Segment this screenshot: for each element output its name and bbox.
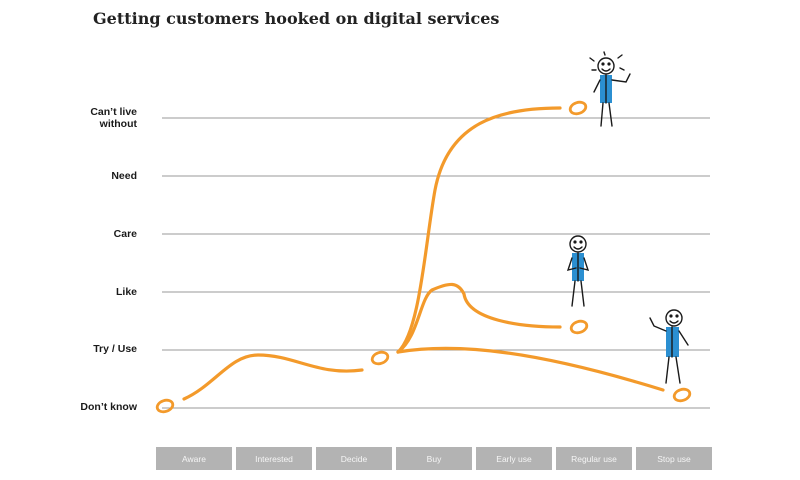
curve-awareness	[182, 353, 364, 401]
stage-aware: Aware	[156, 447, 232, 470]
curve-hooked	[396, 106, 562, 354]
hooked-loop-marker	[568, 100, 588, 116]
start-loop-marker	[155, 398, 175, 414]
level-label-care: Care	[113, 228, 137, 240]
stage-regular-use: Regular use	[556, 447, 632, 470]
ecstatic-figure-icon	[589, 51, 631, 127]
decide-loop-marker	[370, 350, 390, 366]
curve-decline	[396, 346, 665, 392]
level-label-cant-live: Can’t live without	[90, 106, 137, 130]
waving-figure-icon	[649, 309, 689, 384]
level-label-dont-know: Don’t know	[80, 401, 137, 413]
level-label-try: Try / Use	[93, 343, 137, 355]
like-loop-marker	[569, 319, 589, 335]
stage-interested: Interested	[236, 447, 312, 470]
stage-early-use: Early use	[476, 447, 552, 470]
level-label-need: Need	[111, 170, 137, 182]
stage-decide: Decide	[316, 447, 392, 470]
stop-loop-marker	[672, 387, 692, 403]
pleased-figure-icon	[566, 235, 590, 307]
stage-stop-use: Stop use	[636, 447, 712, 470]
page-title: Getting customers hooked on digital serv…	[93, 9, 500, 28]
level-label-like: Like	[115, 286, 137, 298]
stage-buy: Buy	[396, 447, 472, 470]
curve-like	[396, 282, 562, 354]
level-gridlines	[162, 117, 710, 409]
